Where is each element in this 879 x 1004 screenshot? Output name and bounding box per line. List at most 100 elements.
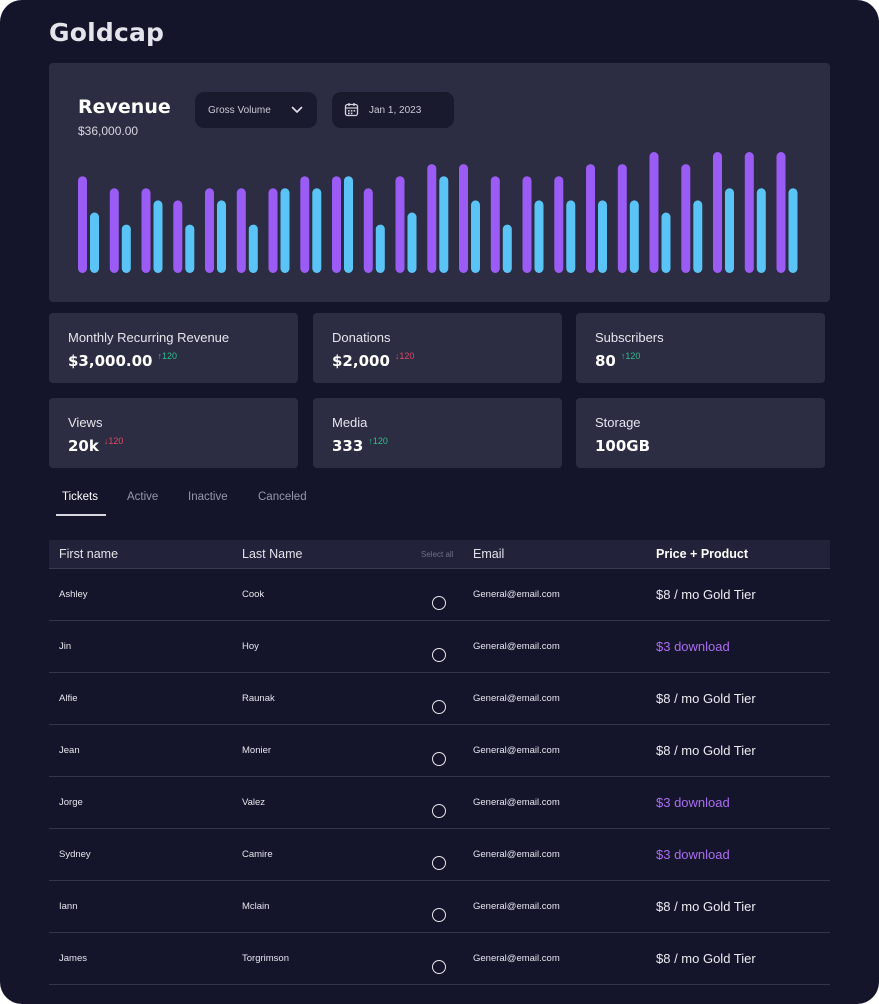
bar-series-2-14 bbox=[502, 224, 512, 273]
stat-card: Monthly Recurring Revenue $3,000.00 ↑120 bbox=[49, 313, 298, 383]
select-all-link[interactable]: Select all bbox=[421, 550, 454, 559]
row-select-radio[interactable] bbox=[432, 804, 446, 818]
row-select-radio[interactable] bbox=[432, 856, 446, 870]
date-picker[interactable]: Jan 1, 2023 bbox=[332, 92, 454, 128]
bar-series-1-14 bbox=[490, 176, 500, 273]
tab-tickets[interactable]: Tickets bbox=[62, 491, 98, 503]
bar-series-1-20 bbox=[681, 164, 691, 273]
bar-series-1-10 bbox=[363, 188, 373, 273]
trend-value: 120 bbox=[372, 436, 388, 446]
cell-price-product[interactable]: $3 download bbox=[656, 639, 730, 654]
status-tabs: Tickets Active Inactive Canceled bbox=[49, 484, 449, 518]
bar-series-1-13 bbox=[459, 164, 468, 273]
cell-last-name: Cook bbox=[242, 589, 265, 600]
active-tab-indicator bbox=[56, 514, 106, 516]
table-row[interactable]: Iann Mclain General@email.com $8 / mo Gold … bbox=[49, 881, 830, 933]
header-last-name: Last Name bbox=[242, 547, 303, 561]
cell-last-name: Torgrimson bbox=[242, 953, 289, 964]
row-select-radio[interactable] bbox=[432, 700, 446, 714]
stat-card: Storage 100GB bbox=[576, 398, 825, 468]
bar-series-2-5 bbox=[217, 200, 226, 273]
stat-label: Views bbox=[68, 415, 103, 430]
table-row[interactable]: James Torgrimson General@email.com $8 / mo … bbox=[49, 933, 830, 985]
trend-up-arrow-icon: ↑ bbox=[157, 351, 162, 361]
bar-series-1-4 bbox=[173, 200, 183, 273]
bar-series-2-23 bbox=[788, 188, 798, 273]
trend-down-arrow-icon: ↓ bbox=[394, 351, 400, 361]
table-row[interactable]: Jorge Valez General@email.com $3 download bbox=[49, 777, 830, 829]
bar-series-2-11 bbox=[407, 212, 417, 273]
bar-series-1-16 bbox=[554, 176, 564, 273]
cell-last-name: Valez bbox=[242, 797, 266, 808]
header-email: Email bbox=[473, 547, 505, 561]
cell-first-name: Sydney bbox=[59, 849, 91, 860]
stat-card: Subscribers 80 ↑120 bbox=[576, 313, 825, 383]
bar-series-2-15 bbox=[534, 200, 544, 273]
bar-series-1-21 bbox=[713, 152, 722, 273]
bar-series-1-6 bbox=[236, 188, 246, 273]
cell-email: General@email.com bbox=[473, 901, 560, 912]
stat-card: Views 20k ↓120 bbox=[49, 398, 298, 468]
trend-indicator: ↑120 bbox=[621, 351, 641, 361]
bar-series-2-6 bbox=[248, 224, 258, 273]
table-row[interactable]: Jin Hoy General@email.com $3 download bbox=[49, 621, 830, 673]
cell-price-product[interactable]: $3 download bbox=[656, 795, 730, 810]
table-row[interactable]: Jean Monier General@email.com $8 / mo Gold … bbox=[49, 725, 830, 777]
cell-first-name: Iann bbox=[59, 901, 78, 912]
cell-first-name: Jorge bbox=[59, 797, 83, 808]
cell-last-name: Mclain bbox=[242, 901, 270, 912]
stat-label: Monthly Recurring Revenue bbox=[68, 330, 230, 345]
trend-down-arrow-icon: ↓ bbox=[103, 436, 109, 446]
cell-email: General@email.com bbox=[473, 797, 560, 808]
table-row[interactable]: Alfie Raunak General@email.com $8 / mo Gold… bbox=[49, 673, 830, 725]
stat-label: Media bbox=[332, 415, 368, 430]
tab-canceled[interactable]: Canceled bbox=[258, 491, 307, 503]
trend-indicator: ↑120 bbox=[157, 351, 177, 361]
cell-price-product: $8 / mo Gold Tier bbox=[656, 743, 756, 758]
stat-value: 20k bbox=[68, 437, 99, 455]
cell-first-name: Alfie bbox=[59, 693, 78, 704]
cell-email: General@email.com bbox=[473, 745, 560, 756]
cell-price-product[interactable]: $3 download bbox=[656, 847, 730, 862]
row-select-radio[interactable] bbox=[432, 648, 446, 662]
bar-series-1-8 bbox=[300, 176, 310, 273]
row-select-radio[interactable] bbox=[432, 908, 446, 922]
stat-value: 100GB bbox=[595, 437, 651, 455]
revenue-bar-chart bbox=[78, 152, 798, 273]
gross-volume-select[interactable]: Gross Volume bbox=[195, 92, 317, 128]
bar-series-2-3 bbox=[153, 200, 163, 273]
bar-series-1-22 bbox=[744, 152, 754, 273]
bar-series-1-12 bbox=[427, 164, 437, 273]
bar-series-2-16 bbox=[566, 200, 576, 273]
cell-email: General@email.com bbox=[473, 849, 560, 860]
stat-label: Donations bbox=[332, 330, 391, 345]
bar-series-2-22 bbox=[756, 188, 766, 273]
table-row[interactable]: Ashley Cook General@email.com $8 / mo Gold … bbox=[49, 569, 830, 621]
row-select-radio[interactable] bbox=[432, 752, 446, 766]
row-select-radio[interactable] bbox=[432, 596, 446, 610]
bar-series-1-9 bbox=[332, 176, 341, 273]
trend-indicator: ↓120 bbox=[395, 351, 415, 361]
date-label: Jan 1, 2023 bbox=[369, 105, 422, 116]
cell-price-product: $8 / mo Gold Tier bbox=[656, 691, 756, 706]
cell-price-product: $8 / mo Gold Tier bbox=[656, 899, 756, 914]
bar-series-2-1 bbox=[90, 212, 99, 273]
cell-price-product: $8 / mo Gold Tier bbox=[656, 951, 756, 966]
gross-volume-label: Gross Volume bbox=[208, 105, 271, 116]
bar-series-2-7 bbox=[280, 188, 290, 273]
tab-inactive[interactable]: Inactive bbox=[188, 491, 228, 503]
tab-active[interactable]: Active bbox=[127, 491, 159, 503]
cell-price-product: $8 / mo Gold Tier bbox=[656, 587, 756, 602]
bar-series-1-1 bbox=[78, 176, 87, 273]
bar-series-1-17 bbox=[586, 164, 595, 273]
bar-series-2-8 bbox=[312, 188, 322, 273]
table-row[interactable]: Sydney Camire General@email.com $3 download bbox=[49, 829, 830, 881]
revenue-card: Revenue $36,000.00 Gross Volume Jan 1, 2… bbox=[49, 63, 830, 302]
row-select-radio[interactable] bbox=[432, 960, 446, 974]
stat-card: Donations $2,000 ↓120 bbox=[313, 313, 562, 383]
stat-card: Media 333 ↑120 bbox=[313, 398, 562, 468]
bar-series-1-3 bbox=[141, 188, 151, 273]
bar-series-2-12 bbox=[439, 176, 449, 273]
cell-email: General@email.com bbox=[473, 953, 560, 964]
bar-series-2-10 bbox=[375, 224, 385, 273]
